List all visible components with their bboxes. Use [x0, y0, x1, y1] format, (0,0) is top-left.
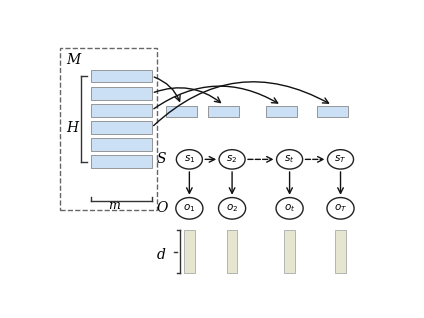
Text: S: S — [156, 152, 166, 166]
FancyBboxPatch shape — [317, 107, 348, 117]
FancyBboxPatch shape — [184, 230, 195, 273]
FancyBboxPatch shape — [91, 70, 151, 82]
FancyBboxPatch shape — [227, 230, 237, 273]
FancyBboxPatch shape — [91, 121, 151, 134]
FancyBboxPatch shape — [91, 87, 151, 100]
FancyBboxPatch shape — [285, 230, 295, 273]
FancyBboxPatch shape — [266, 107, 297, 117]
Text: $s_{t}$: $s_{t}$ — [285, 154, 295, 165]
Text: $s_{1}$: $s_{1}$ — [184, 154, 195, 165]
Text: $o_{T}$: $o_{T}$ — [334, 203, 347, 214]
FancyBboxPatch shape — [208, 107, 240, 117]
Text: $s_{T}$: $s_{T}$ — [335, 154, 347, 165]
Text: H: H — [66, 121, 78, 135]
Text: $s_{2}$: $s_{2}$ — [226, 154, 238, 165]
Ellipse shape — [218, 197, 245, 219]
Circle shape — [327, 150, 354, 169]
FancyBboxPatch shape — [91, 104, 151, 117]
Circle shape — [276, 150, 303, 169]
Text: d: d — [156, 248, 165, 262]
Text: m: m — [108, 199, 120, 212]
Ellipse shape — [276, 197, 303, 219]
Text: M: M — [66, 53, 81, 67]
FancyBboxPatch shape — [335, 230, 346, 273]
Circle shape — [176, 150, 202, 169]
Circle shape — [219, 150, 245, 169]
FancyBboxPatch shape — [91, 138, 151, 151]
Text: O: O — [156, 201, 168, 215]
Ellipse shape — [327, 197, 354, 219]
Text: $o_{1}$: $o_{1}$ — [183, 203, 195, 214]
Text: $o_{2}$: $o_{2}$ — [226, 203, 238, 214]
FancyBboxPatch shape — [165, 107, 197, 117]
Ellipse shape — [176, 197, 203, 219]
Text: $o_{t}$: $o_{t}$ — [284, 203, 295, 214]
FancyBboxPatch shape — [91, 156, 151, 168]
